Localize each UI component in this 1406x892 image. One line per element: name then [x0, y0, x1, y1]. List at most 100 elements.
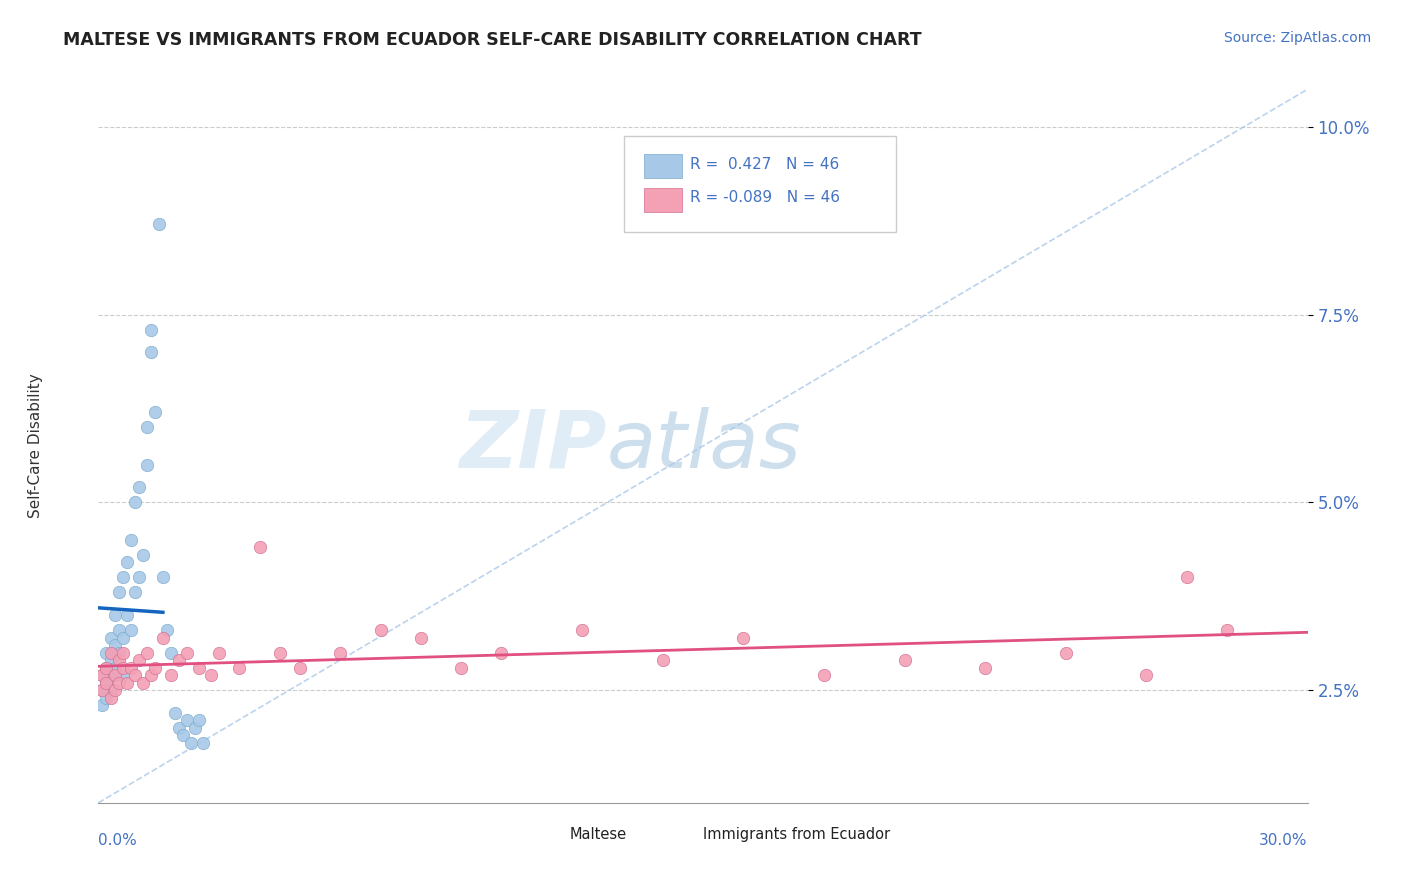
Text: MALTESE VS IMMIGRANTS FROM ECUADOR SELF-CARE DISABILITY CORRELATION CHART: MALTESE VS IMMIGRANTS FROM ECUADOR SELF-… [63, 31, 922, 49]
Point [329, 646, 352, 660]
Point [107, 585, 129, 599]
Point [107, 623, 129, 637]
Point [200, 668, 222, 682]
Point [143, 660, 166, 674]
Point [103, 660, 125, 674]
Point [91, 683, 114, 698]
Point [167, 653, 190, 667]
Point [96, 660, 118, 674]
Point [208, 646, 231, 660]
Point [103, 668, 125, 682]
Point [491, 646, 513, 660]
FancyBboxPatch shape [624, 136, 897, 232]
Point [180, 736, 202, 750]
Point [176, 646, 198, 660]
Point [1054, 646, 1077, 660]
Point [103, 683, 125, 698]
Point [184, 721, 207, 735]
Point [139, 345, 162, 359]
Point [91, 668, 114, 682]
Point [100, 690, 122, 705]
Point [450, 660, 472, 674]
Point [733, 631, 755, 645]
Point [128, 480, 150, 494]
Point [188, 713, 211, 727]
FancyBboxPatch shape [531, 825, 562, 844]
Point [193, 736, 215, 750]
Point [132, 675, 155, 690]
Point [115, 556, 138, 570]
Text: Source: ZipAtlas.com: Source: ZipAtlas.com [1223, 31, 1371, 45]
Point [115, 675, 138, 690]
FancyBboxPatch shape [644, 154, 682, 178]
Point [152, 570, 174, 584]
Point [148, 218, 170, 232]
Text: atlas: atlas [606, 407, 801, 485]
Point [167, 721, 190, 735]
Point [100, 683, 122, 698]
Text: ZIP: ZIP [458, 407, 606, 485]
Point [1216, 623, 1239, 637]
Point [120, 660, 142, 674]
Point [160, 668, 183, 682]
Point [111, 668, 134, 682]
Point [163, 706, 186, 720]
Point [103, 638, 125, 652]
Point [139, 668, 162, 682]
Point [100, 653, 122, 667]
Point [107, 675, 129, 690]
Point [91, 683, 114, 698]
Point [124, 668, 146, 682]
Point [111, 646, 134, 660]
Point [1135, 668, 1157, 682]
Point [132, 548, 155, 562]
Point [249, 541, 271, 555]
Point [103, 607, 125, 622]
Point [96, 690, 118, 705]
Text: R =  0.427   N = 46: R = 0.427 N = 46 [690, 157, 839, 171]
Point [139, 322, 162, 336]
Point [571, 623, 593, 637]
Point [135, 646, 157, 660]
Point [96, 675, 118, 690]
Point [370, 623, 392, 637]
Point [91, 698, 114, 713]
Point [974, 660, 997, 674]
Point [288, 660, 311, 674]
Point [228, 660, 250, 674]
Point [135, 458, 157, 472]
Text: Immigrants from Ecuador: Immigrants from Ecuador [703, 827, 890, 842]
Point [651, 653, 673, 667]
Point [152, 631, 174, 645]
Point [120, 623, 142, 637]
Point [111, 570, 134, 584]
Point [128, 570, 150, 584]
Text: R = -0.089   N = 46: R = -0.089 N = 46 [690, 190, 839, 205]
Point [813, 668, 835, 682]
Point [143, 405, 166, 419]
Point [1175, 570, 1198, 584]
Point [893, 653, 915, 667]
Point [135, 420, 157, 434]
Point [107, 653, 129, 667]
Text: Maltese: Maltese [569, 827, 627, 842]
Point [176, 713, 198, 727]
Point [120, 533, 142, 547]
Text: 0.0%: 0.0% [98, 833, 138, 848]
Point [124, 585, 146, 599]
Point [96, 646, 118, 660]
FancyBboxPatch shape [644, 187, 682, 212]
Point [100, 631, 122, 645]
Point [188, 660, 211, 674]
Text: 30.0%: 30.0% [1260, 833, 1308, 848]
Point [115, 607, 138, 622]
Point [100, 668, 122, 682]
Point [107, 646, 129, 660]
Point [128, 653, 150, 667]
Point [111, 660, 134, 674]
Point [269, 646, 291, 660]
Point [96, 660, 118, 674]
Point [111, 631, 134, 645]
Point [124, 495, 146, 509]
Point [91, 668, 114, 682]
